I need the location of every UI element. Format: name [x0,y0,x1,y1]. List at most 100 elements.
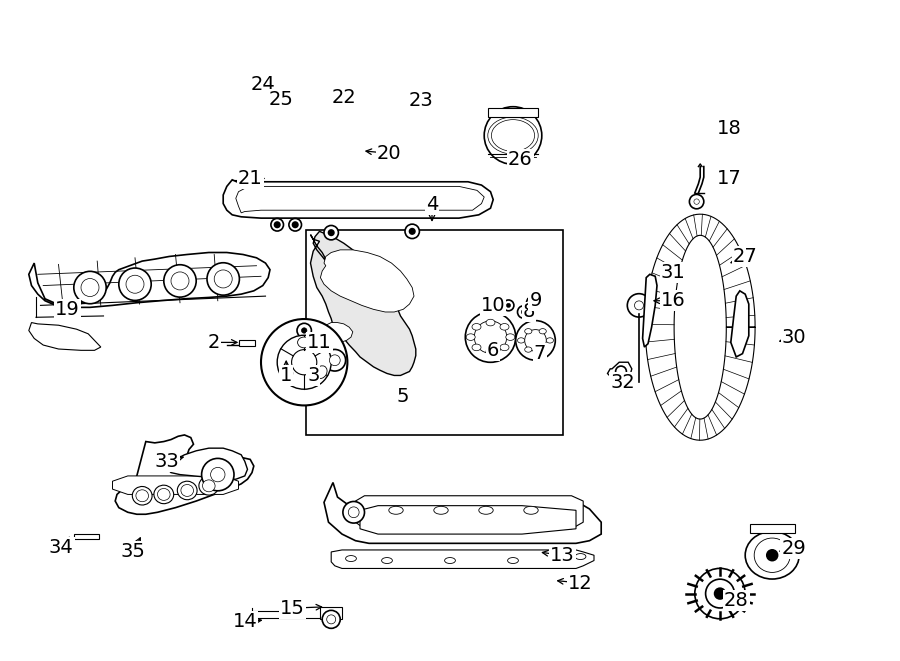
Circle shape [292,222,298,227]
Text: 12: 12 [568,574,593,592]
Polygon shape [112,476,238,494]
Text: 13: 13 [550,546,575,564]
Bar [238,340,255,346]
Text: 18: 18 [716,120,742,138]
Bar [306,230,562,435]
Ellipse shape [508,558,518,563]
Circle shape [289,218,302,231]
Text: 25: 25 [268,90,293,108]
Ellipse shape [382,558,392,563]
Circle shape [211,467,225,482]
Ellipse shape [525,329,532,334]
Ellipse shape [202,480,215,492]
Ellipse shape [132,486,152,505]
Ellipse shape [518,338,525,343]
Circle shape [518,305,530,319]
Circle shape [202,458,234,491]
Polygon shape [310,231,416,375]
Text: 34: 34 [49,538,74,557]
Circle shape [525,330,546,351]
Text: 9: 9 [529,292,542,310]
Bar [488,108,538,117]
Circle shape [634,301,644,310]
Ellipse shape [389,506,403,514]
Circle shape [530,300,536,305]
Circle shape [689,194,704,209]
Text: 20: 20 [376,144,401,163]
Polygon shape [320,323,353,342]
Ellipse shape [486,319,495,326]
Ellipse shape [486,348,495,355]
Circle shape [516,321,555,360]
Circle shape [171,272,189,290]
Circle shape [302,328,307,333]
Text: 30: 30 [781,328,806,346]
Polygon shape [731,291,749,357]
Circle shape [767,550,778,561]
Text: 23: 23 [409,91,434,110]
Ellipse shape [346,555,356,561]
Text: 10: 10 [481,296,506,315]
Polygon shape [29,323,101,350]
Ellipse shape [500,323,509,330]
Circle shape [484,106,542,165]
Polygon shape [643,274,657,347]
Circle shape [274,222,280,227]
Text: 28: 28 [724,591,749,609]
Circle shape [410,229,415,234]
Ellipse shape [472,323,481,330]
Circle shape [521,309,526,315]
Text: 2: 2 [208,333,220,352]
Text: 27: 27 [733,247,758,266]
Circle shape [526,296,539,309]
Polygon shape [166,448,248,479]
Text: 16: 16 [661,292,686,310]
Text: 22: 22 [331,89,356,107]
Ellipse shape [282,366,292,379]
Circle shape [119,268,151,301]
Text: 3: 3 [307,366,320,385]
Circle shape [715,588,725,599]
Ellipse shape [539,347,546,352]
Ellipse shape [177,481,197,500]
Polygon shape [331,550,594,568]
Circle shape [322,610,340,629]
Circle shape [74,271,106,304]
Circle shape [81,278,99,297]
Circle shape [329,355,340,366]
Ellipse shape [199,477,219,495]
Ellipse shape [136,490,149,502]
Circle shape [503,300,514,311]
Text: 7: 7 [534,344,546,363]
Ellipse shape [539,329,546,334]
Text: 32: 32 [610,373,635,391]
Text: 1: 1 [280,366,292,385]
Ellipse shape [466,334,475,340]
Bar [750,524,795,533]
Circle shape [616,366,626,377]
Ellipse shape [506,334,515,340]
Bar [74,534,99,539]
Circle shape [297,323,311,338]
Polygon shape [356,496,583,529]
Ellipse shape [181,485,194,496]
Text: 29: 29 [781,539,806,558]
Polygon shape [29,253,270,307]
Polygon shape [324,483,601,543]
Circle shape [164,264,196,297]
Ellipse shape [479,506,493,514]
Polygon shape [360,506,576,534]
Circle shape [348,507,359,518]
Circle shape [507,303,510,307]
Ellipse shape [316,366,327,379]
Circle shape [292,350,317,375]
Text: 19: 19 [55,300,80,319]
Circle shape [126,275,144,293]
Ellipse shape [553,555,563,561]
Text: 11: 11 [307,333,332,352]
Ellipse shape [754,538,790,572]
Text: 4: 4 [426,196,438,214]
Text: 33: 33 [154,452,179,471]
Polygon shape [223,180,493,218]
Ellipse shape [575,554,586,559]
